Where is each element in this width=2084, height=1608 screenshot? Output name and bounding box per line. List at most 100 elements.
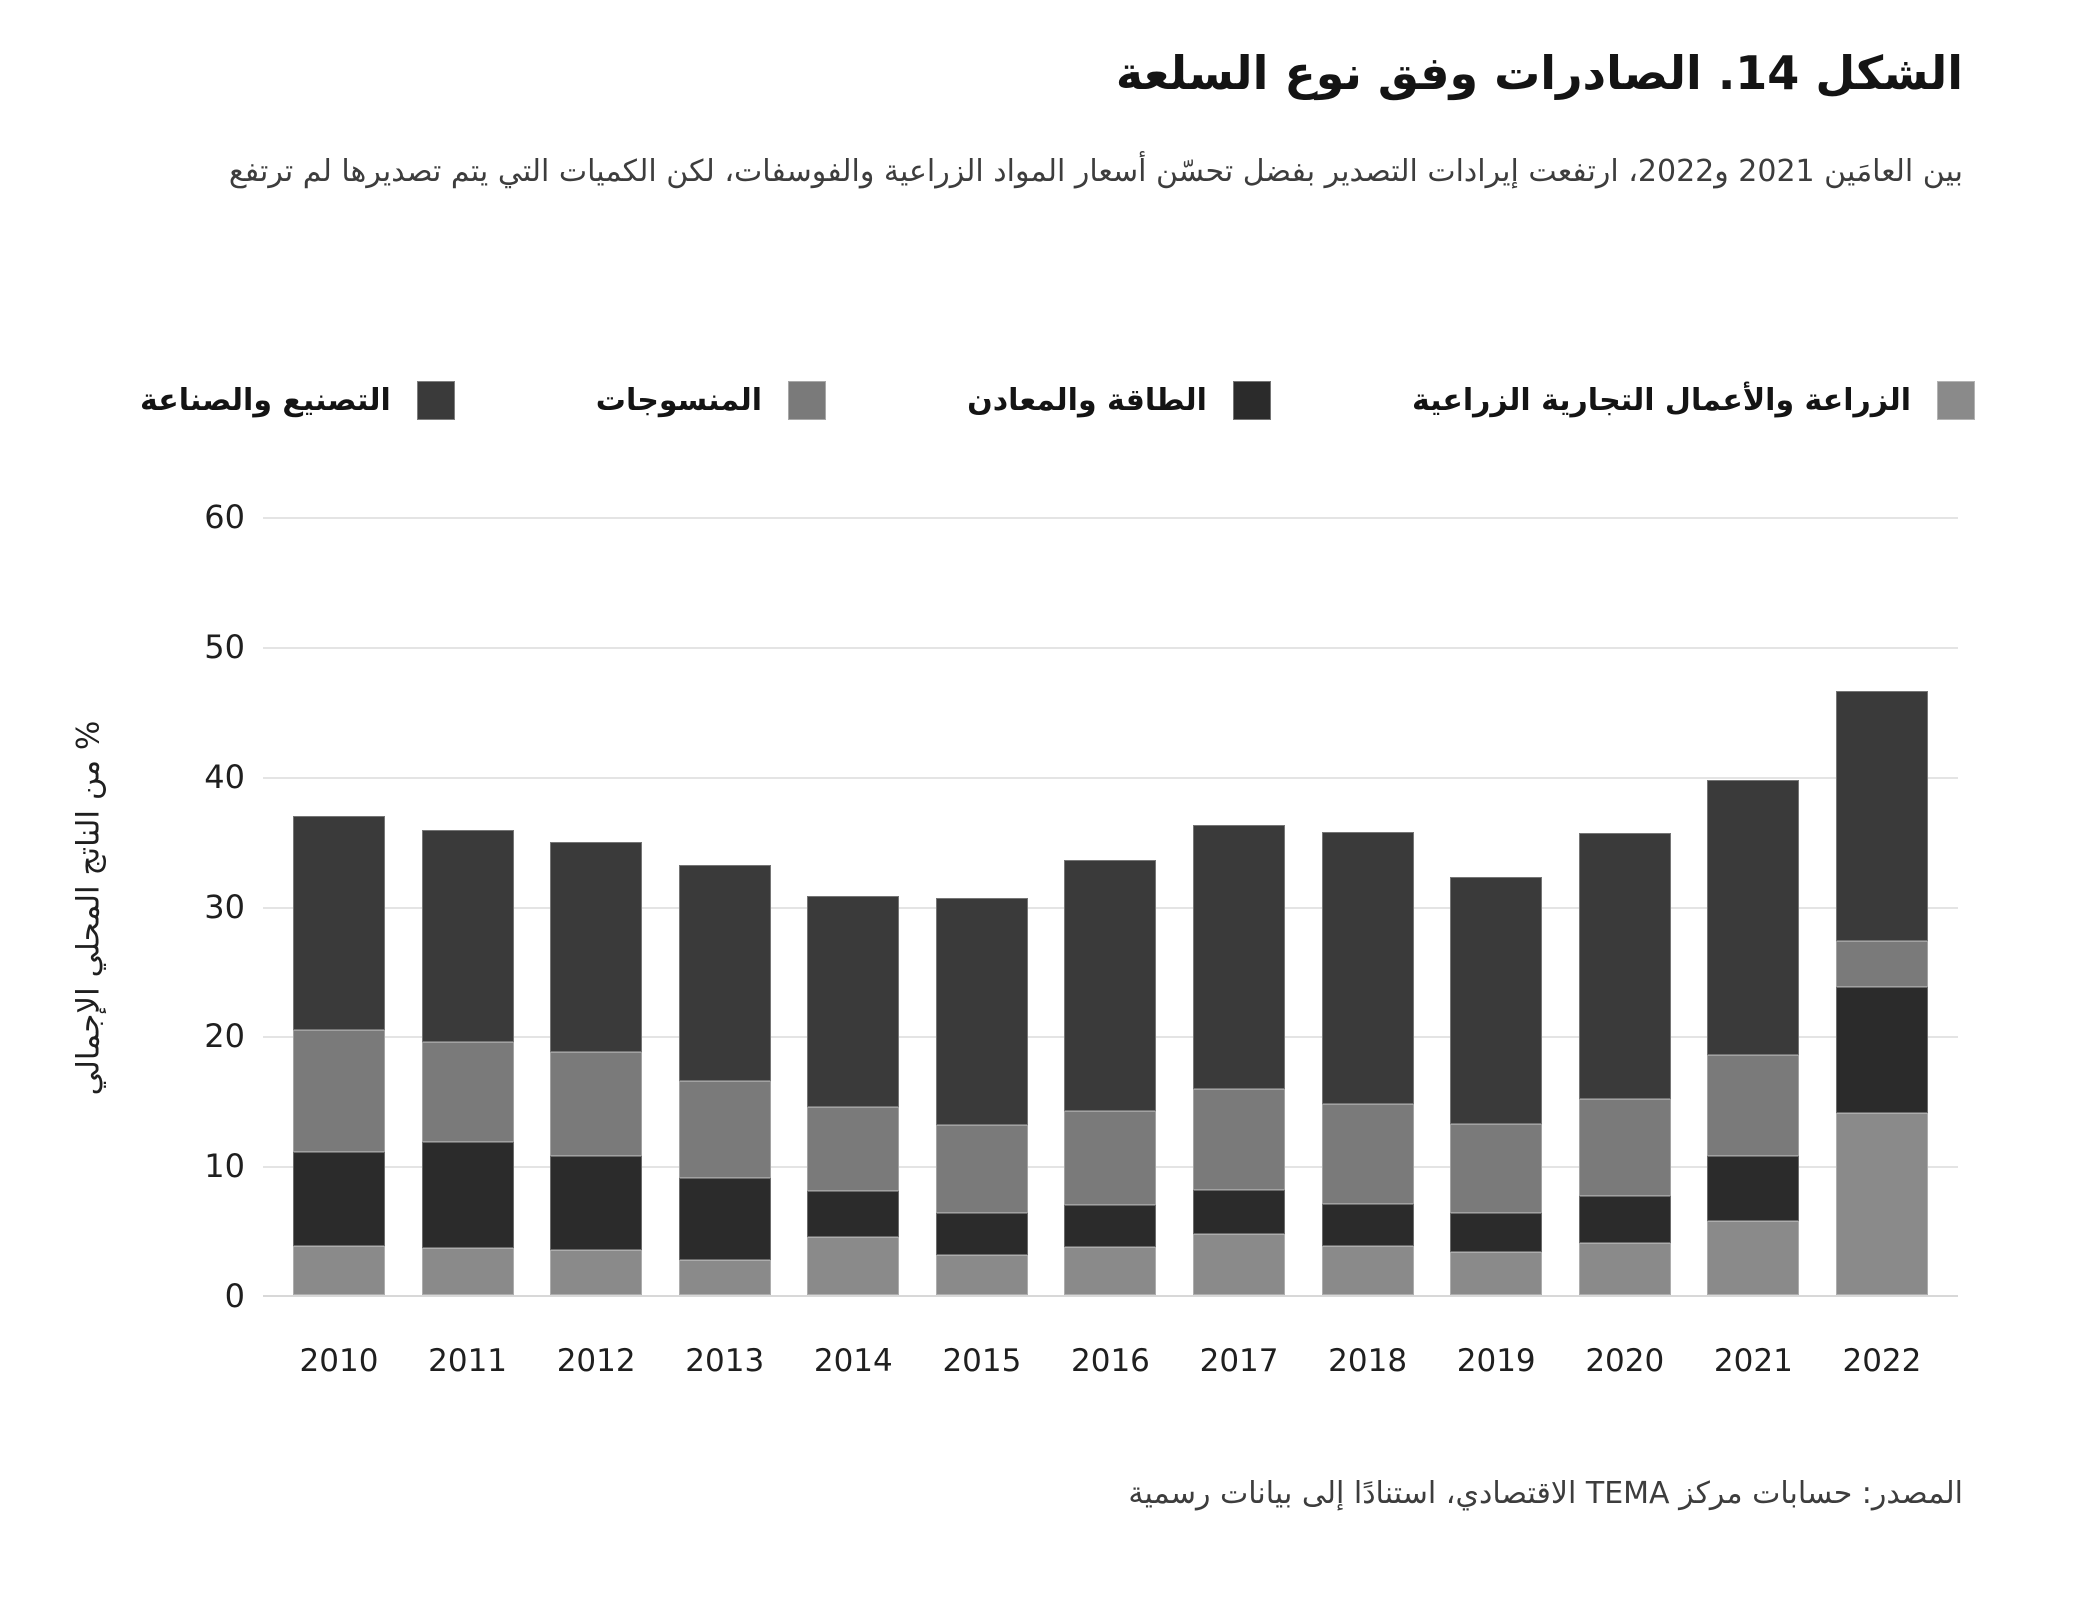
y-tick-label-20: 20 xyxy=(204,1017,245,1056)
bar-segment xyxy=(550,841,643,1053)
bar-segment xyxy=(421,1041,514,1142)
bar-segment xyxy=(293,1030,385,1153)
bar-2013 xyxy=(678,865,771,1295)
bar-segment xyxy=(1707,1156,1800,1221)
bar-segment xyxy=(550,1249,643,1295)
x-label-2014: 2014 xyxy=(813,1343,893,1379)
bar-segment xyxy=(1321,1204,1414,1246)
bar-2015 xyxy=(935,897,1028,1295)
bar-segment xyxy=(1578,1196,1671,1244)
bar-segment xyxy=(678,1080,771,1179)
bar-segment xyxy=(678,1178,771,1260)
legend-swatch-icon xyxy=(416,381,455,420)
bar-segment xyxy=(1450,1252,1543,1295)
y-tick-label-60: 60 xyxy=(204,498,245,537)
bar-segment xyxy=(293,1152,385,1246)
bar-segment xyxy=(1064,1205,1157,1247)
bar-segment xyxy=(1578,1243,1671,1295)
bar-segment xyxy=(1193,1088,1286,1190)
bar-segment xyxy=(935,1124,1028,1214)
gridline-40 xyxy=(263,776,1958,779)
chart-legend: الزراعة والأعمال التجارية الزراعية الطاقة… xyxy=(140,381,1975,420)
x-label-2021: 2021 xyxy=(1713,1343,1793,1379)
x-label-2022: 2022 xyxy=(1842,1343,1922,1379)
figure-title: الشكل 14. الصادرات وفق نوع السلعة xyxy=(1115,46,1964,100)
legend-label: الطاقة والمعادن xyxy=(967,383,1207,418)
x-label-2010: 2010 xyxy=(299,1343,379,1379)
bar-2014 xyxy=(807,896,900,1295)
bar-segment xyxy=(807,1191,900,1237)
bar-segment xyxy=(1321,831,1414,1105)
bar-segment xyxy=(1835,691,1928,941)
x-label-2018: 2018 xyxy=(1328,1343,1408,1379)
bar-segment xyxy=(1707,1054,1800,1157)
y-tick-label-10: 10 xyxy=(204,1147,245,1186)
source-note: المصدر: حسابات مركز TEMA الاقتصادي، استن… xyxy=(1128,1476,1963,1511)
bar-segment xyxy=(1064,1246,1157,1295)
x-label-2011: 2011 xyxy=(428,1343,508,1379)
bar-2018 xyxy=(1321,831,1414,1295)
x-label-2016: 2016 xyxy=(1071,1343,1150,1379)
x-label-2019: 2019 xyxy=(1456,1343,1536,1379)
x-axis-labels: 2010 2011 2012 2013 2014 2015 2016 2017 2018 2019… xyxy=(263,1343,1958,1379)
bar-segment xyxy=(1450,876,1543,1124)
bar-2012 xyxy=(550,841,643,1295)
bar-segment xyxy=(1064,1110,1157,1206)
legend-item-3: التصنيع والصناعة xyxy=(140,381,455,420)
x-label-2017: 2017 xyxy=(1199,1343,1279,1379)
legend-swatch-icon xyxy=(788,381,827,420)
bar-segment xyxy=(1193,1189,1286,1234)
x-label-2012: 2012 xyxy=(556,1343,636,1379)
bar-segment xyxy=(1193,825,1286,1089)
bar-2019 xyxy=(1450,876,1543,1295)
bar-segment xyxy=(807,1106,900,1192)
legend-item-2: المنسوجات xyxy=(595,381,827,420)
legend-label: الزراعة والأعمال التجارية الزراعية xyxy=(1411,383,1911,418)
bar-segment xyxy=(1578,1098,1671,1197)
legend-item-0: الزراعة والأعمال التجارية الزراعية xyxy=(1412,381,1975,420)
x-label-2015: 2015 xyxy=(942,1343,1022,1379)
bar-segment xyxy=(1064,860,1157,1111)
bar-segment xyxy=(293,815,385,1031)
y-tick-label-30: 30 xyxy=(204,887,245,926)
bar-segment xyxy=(550,1156,643,1250)
bar-segment xyxy=(935,1213,1028,1255)
figure-subtitle: بين العامَين 2021 و2022، ارتفعت إيرادات … xyxy=(228,154,1963,189)
bar-segment xyxy=(807,896,900,1107)
bar-2011 xyxy=(421,830,514,1295)
y-axis-title: % من الناتج المحلي الإجمالي xyxy=(70,720,106,1095)
legend-swatch-icon xyxy=(1232,381,1271,420)
bar-2022 xyxy=(1835,691,1928,1295)
bar-segment xyxy=(1321,1245,1414,1295)
bar-segment xyxy=(293,1245,385,1295)
legend-item-1: الطاقة والمعادن xyxy=(967,381,1271,420)
legend-label: المنسوجات xyxy=(595,383,763,418)
bar-2020 xyxy=(1578,832,1671,1295)
bar-segment xyxy=(935,1254,1028,1295)
y-tick-label-40: 40 xyxy=(204,757,245,796)
bar-segment xyxy=(421,1141,514,1249)
bar-segment xyxy=(1835,940,1928,988)
bar-segment xyxy=(1835,987,1928,1114)
gridline-60 xyxy=(263,517,1958,519)
plot-area: 0 10 20 30 40 50 60 xyxy=(204,498,1958,1315)
x-label-2013: 2013 xyxy=(685,1343,765,1379)
bar-2021 xyxy=(1707,779,1800,1295)
y-tick-label-50: 50 xyxy=(204,628,245,667)
bar-segment xyxy=(807,1236,900,1295)
bar-segment xyxy=(1707,1221,1800,1295)
y-axis-title-wrap: % من الناتج المحلي الإجمالي xyxy=(58,518,118,1297)
bar-2017 xyxy=(1193,825,1286,1295)
bar-segment xyxy=(1578,832,1671,1099)
bar-segment xyxy=(1707,779,1800,1055)
bar-2010 xyxy=(293,815,385,1295)
bar-segment xyxy=(421,830,514,1042)
legend-swatch-icon xyxy=(1937,381,1975,420)
bar-2016 xyxy=(1064,860,1157,1295)
bar-segment xyxy=(1450,1213,1543,1253)
bar-segment xyxy=(421,1248,514,1295)
bar-segment xyxy=(1193,1233,1286,1295)
bar-segment xyxy=(1835,1113,1928,1295)
bars-container xyxy=(263,518,1958,1295)
